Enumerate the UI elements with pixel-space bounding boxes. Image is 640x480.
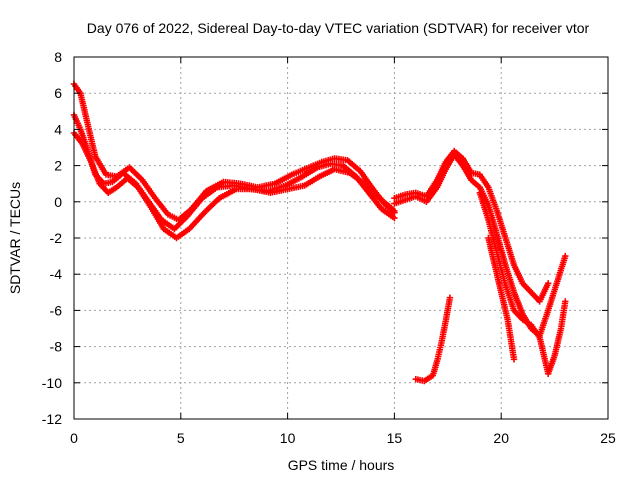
- point-markers: [476, 189, 569, 377]
- x-tick-label: 5: [177, 430, 185, 446]
- chart-title: Day 076 of 2022, Sidereal Day-to-day VTE…: [87, 20, 590, 36]
- y-tick-label: -10: [42, 375, 62, 391]
- y-axis-label: SDTVAR / TECUs: [7, 182, 23, 294]
- x-tick-label: 10: [280, 430, 296, 446]
- y-tick-label: -4: [50, 266, 63, 282]
- x-tick-label: 15: [387, 430, 403, 446]
- series-track-short-drop: [485, 234, 518, 363]
- y-tick-label: -12: [42, 411, 62, 427]
- x-tick-label: 25: [600, 430, 616, 446]
- y-tick-label: 6: [54, 85, 62, 101]
- tick-labels: 0 5 10 15 20 25 -12 -10 -8 -6 -4 -2 0 2 4 6 8: [42, 49, 616, 446]
- series-track-isolated: [412, 294, 454, 385]
- point-markers: [485, 234, 518, 363]
- y-tick-label: 8: [54, 49, 62, 65]
- y-tick-label: -8: [50, 339, 63, 355]
- point-markers: [412, 294, 454, 385]
- series-track-upper-late: [391, 147, 552, 305]
- y-tick-label: 0: [54, 194, 62, 210]
- y-tick-label: 2: [54, 158, 62, 174]
- y-tick-label: 4: [54, 121, 62, 137]
- ticks: [73, 56, 609, 420]
- point-markers: [391, 147, 552, 305]
- x-axis-label: GPS time / hours: [288, 457, 395, 473]
- grid: [74, 57, 608, 419]
- series-track-drop-late: [476, 189, 569, 377]
- y-tick-label: -2: [50, 230, 63, 246]
- y-tick-label: -6: [50, 302, 63, 318]
- x-tick-label: 0: [70, 430, 78, 446]
- x-tick-label: 20: [493, 430, 509, 446]
